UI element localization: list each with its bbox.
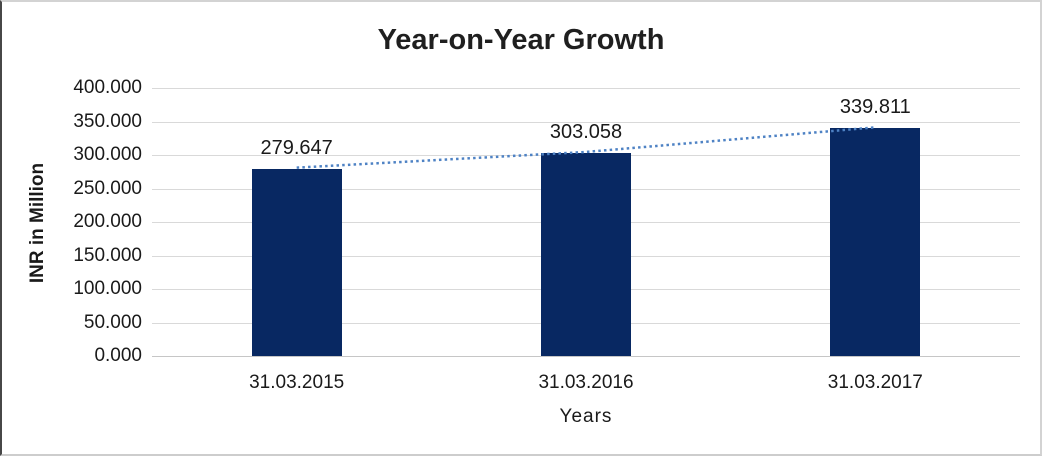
data-bar (541, 152, 631, 356)
x-axis-title: Years (559, 406, 613, 427)
gridline (152, 88, 1020, 89)
y-tick-label: 400.000 (73, 77, 142, 98)
gridline (152, 356, 1020, 357)
x-tick-label: 31.03.2016 (538, 372, 634, 393)
y-tick-label: 250.000 (73, 178, 142, 199)
y-tick-label: 200.000 (73, 211, 142, 232)
chart-title: Year-on-Year Growth (377, 24, 665, 56)
x-tick-label: 31.03.2015 (249, 372, 345, 393)
data-bar (251, 168, 342, 356)
data-label: 279.647 (260, 136, 333, 159)
y-tick-label: 350.000 (73, 111, 142, 132)
data-label: 339.811 (839, 96, 911, 119)
data-label: 303.058 (549, 120, 623, 143)
x-tick-label: 31.03.2017 (827, 372, 923, 393)
y-tick-label: 0.000 (94, 345, 142, 366)
gridline (152, 122, 1020, 123)
y-tick-label: 100.000 (73, 278, 142, 299)
y-tick-label: 50.000 (83, 312, 142, 333)
data-bar (830, 128, 921, 356)
y-tick-label: 300.000 (73, 144, 142, 165)
y-tick-label: 150.000 (73, 245, 142, 266)
